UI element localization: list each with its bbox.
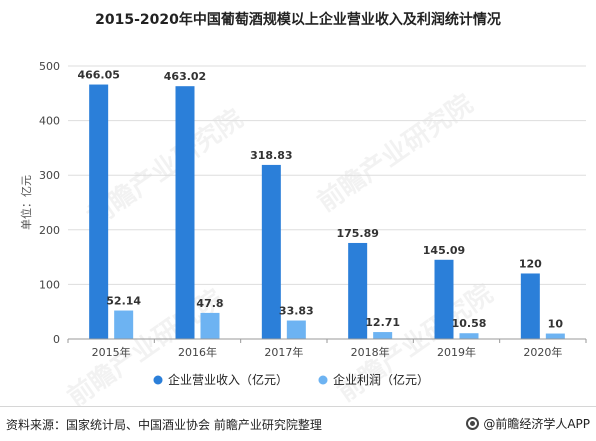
- profit-bar: [114, 310, 134, 339]
- revenue-bar: [520, 273, 540, 339]
- source-note: 资料来源：国家统计局、中国酒业协会 前瞻产业研究院整理: [6, 418, 322, 432]
- y-tick-label: 300: [39, 169, 60, 182]
- revenue-bar: [261, 164, 281, 339]
- footer: 资料来源：国家统计局、中国酒业协会 前瞻产业研究院整理 @前瞻经济学人APP: [0, 406, 596, 441]
- legend-profit-swatch: [318, 375, 328, 385]
- revenue-bar: [434, 259, 454, 339]
- grid-lines: [68, 65, 586, 285]
- legend-profit-label: 企业利润（亿元）: [333, 372, 429, 387]
- revenue-data-label: 145.09: [423, 244, 465, 257]
- legend-revenue-swatch: [153, 375, 163, 385]
- y-axis-ticks: 0 100 200 300 400 500: [39, 60, 60, 346]
- x-tick-label: 2016年: [178, 345, 217, 359]
- legend-revenue-label: 企业营业收入（亿元）: [168, 372, 288, 387]
- revenue-bar: [175, 86, 195, 340]
- y-tick-label: 200: [39, 224, 60, 237]
- profit-data-label: 52.14: [106, 295, 141, 308]
- brand-logo-icon: [466, 417, 480, 430]
- profit-bar: [373, 332, 393, 339]
- y-axis-label: 单位：亿元: [19, 175, 33, 230]
- y-tick-label: 500: [39, 60, 60, 73]
- profit-data-label: 12.71: [365, 316, 400, 329]
- brand-credit: @前瞻经济学人APP: [466, 415, 590, 432]
- revenue-data-label: 318.83: [250, 149, 292, 162]
- x-tick-label: 2019年: [437, 345, 476, 359]
- profit-bar: [200, 312, 220, 339]
- profit-data-label: 47.8: [196, 297, 223, 310]
- revenue-bar: [348, 242, 368, 339]
- brand-label: @前瞻经济学人APP: [483, 417, 590, 431]
- revenue-data-label: 466.05: [77, 69, 119, 82]
- legend: 企业营业收入（亿元） 企业利润（亿元）: [153, 372, 429, 387]
- profit-bar: [286, 320, 306, 339]
- x-tick-label: 2018年: [351, 345, 390, 359]
- data-labels: 466.05 52.14 463.02 47.8 318.83 33.83 175.89 12…: [77, 69, 563, 331]
- revenue-data-label: 463.02: [164, 70, 206, 83]
- watermark-text: 前瞻产业研究院: [312, 88, 479, 218]
- revenue-bar: [89, 84, 109, 339]
- revenue-data-label: 175.89: [336, 227, 378, 240]
- chart-title: 2015-2020年中国葡萄酒规模以上企业营业收入及利润统计情况: [95, 12, 501, 28]
- profit-data-label: 33.83: [279, 305, 314, 318]
- profit-data-label: 10.58: [452, 317, 487, 330]
- y-tick-label: 100: [39, 278, 60, 291]
- profit-data-label: 10: [548, 318, 564, 331]
- profit-bar: [459, 333, 479, 339]
- revenue-data-label: 120: [519, 257, 542, 270]
- profit-bar: [545, 333, 565, 339]
- x-tick-label: 2015年: [92, 345, 131, 359]
- x-tick-label: 2017年: [264, 345, 303, 359]
- x-tick-label: 2020年: [523, 345, 562, 359]
- y-tick-label: 0: [53, 333, 60, 346]
- x-axis-ticks: 2015年 2016年 2017年 2018年 2019年 2020年: [67, 339, 587, 359]
- y-tick-label: 400: [39, 115, 60, 128]
- bars: [89, 84, 565, 340]
